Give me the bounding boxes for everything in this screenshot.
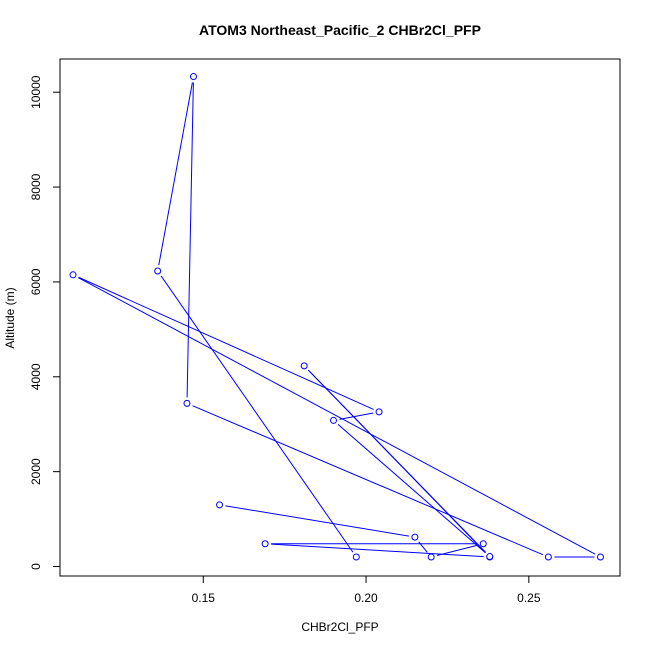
data-point [544,553,552,561]
data-point [154,267,162,275]
y-tick-label: 8000 [29,173,43,200]
series-line-segment [339,412,374,420]
data-point [596,553,604,561]
x-tick-label: 0.25 [517,591,541,605]
y-tick-label: 2000 [29,458,43,485]
series-line-segment [158,82,193,266]
y-axis: 0 2000 4000 6000 8000 10000 [29,75,60,570]
series-layer [69,73,604,561]
data-point [69,271,77,279]
plot-frame [59,58,621,577]
data-point [216,501,224,509]
series-line-segment [78,277,596,555]
data-point [352,553,360,561]
data-point [427,553,435,561]
x-tick-label: 0.15 [192,591,216,605]
series-line-segment [160,275,354,553]
data-point [375,408,383,416]
y-axis-label: Altitude (m) [3,287,17,348]
series-line-segment [186,82,194,398]
data-point [300,362,308,370]
series-line-segment [337,423,486,553]
x-axis-label: CHBr2Cl_PFP [301,620,378,634]
data-point [261,540,269,548]
y-tick-label: 6000 [29,268,43,295]
series-line-segment [271,543,484,558]
y-tick-label: 4000 [29,363,43,390]
data-point [183,399,191,407]
series-line-segment [192,405,544,556]
data-point [411,533,419,541]
series-line-segment [225,505,410,537]
data-point [479,540,487,548]
y-tick-label: 10000 [29,75,43,109]
x-axis: 0.15 0.20 0.25 [192,576,541,605]
chart-title: ATOM3 Northeast_Pacific_2 CHBr2Cl_PFP [199,22,481,38]
series-line-segment [78,276,374,410]
data-point [486,553,494,561]
y-tick-label: 0 [29,563,43,570]
series-line-segment [308,369,486,553]
data-point [189,73,197,81]
x-tick-label: 0.20 [354,591,378,605]
data-point [329,416,337,424]
